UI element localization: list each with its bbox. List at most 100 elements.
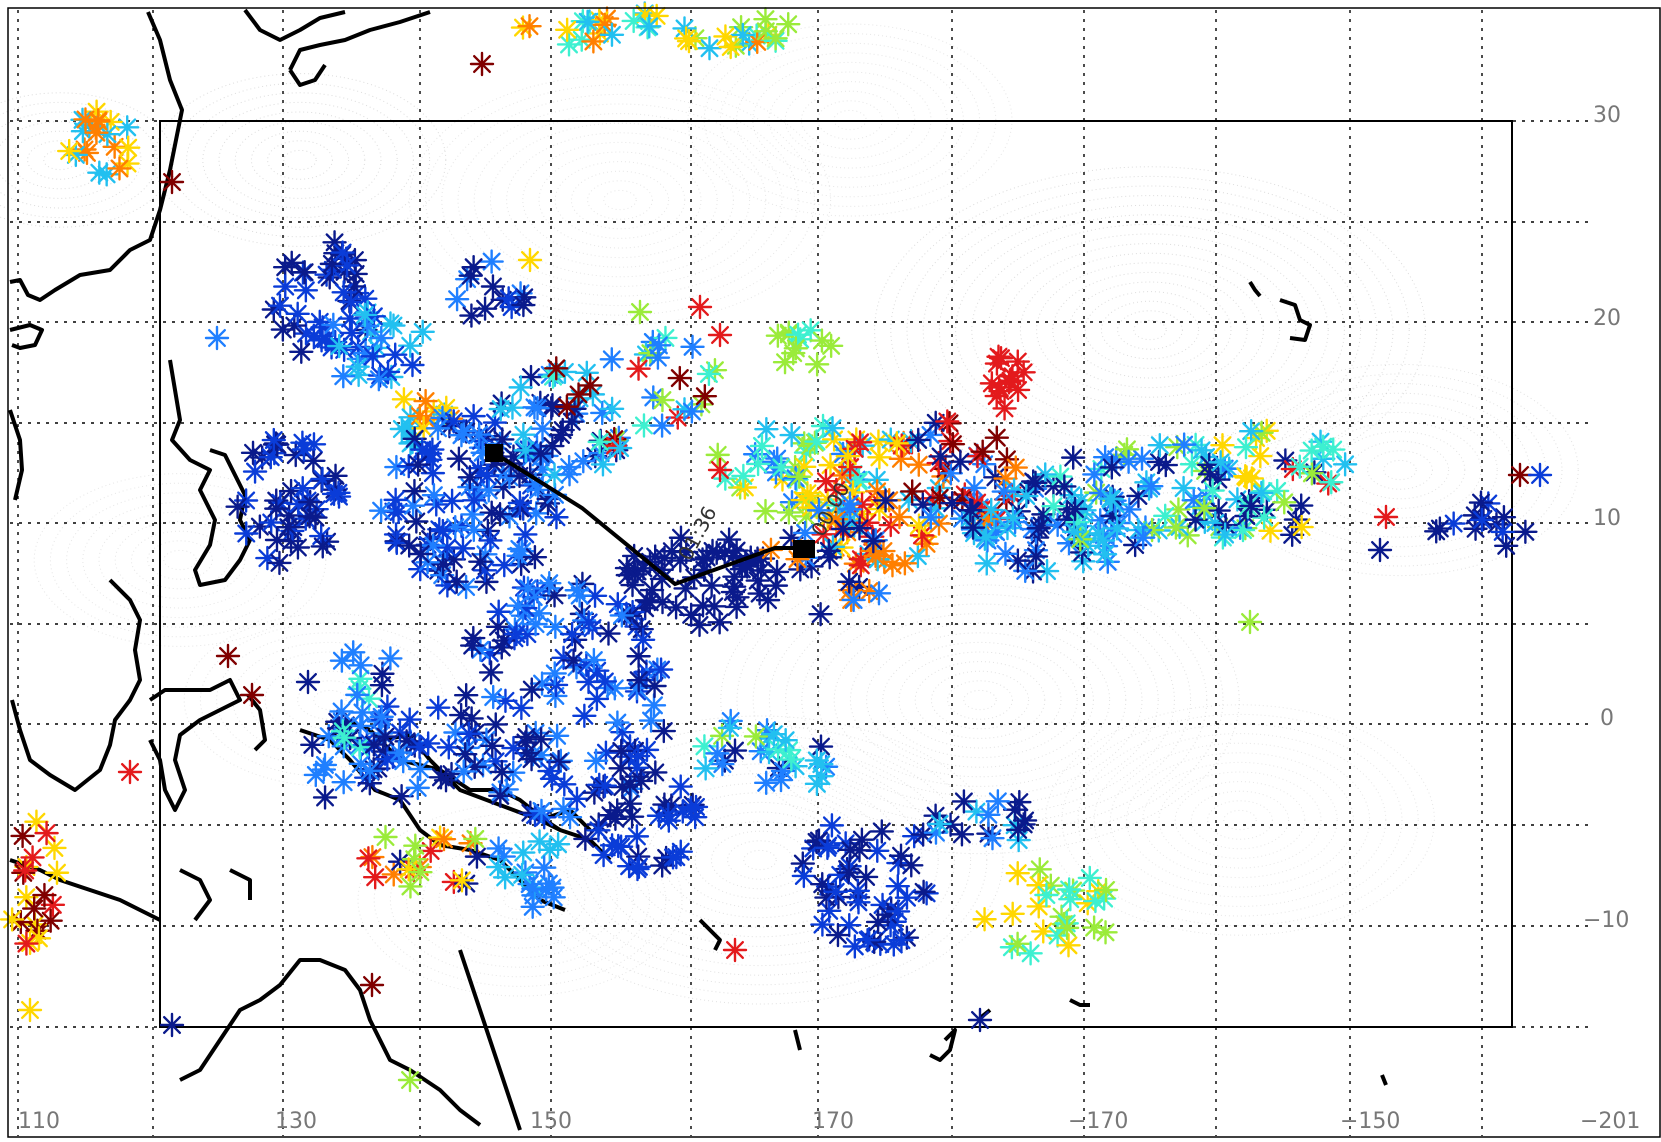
observation-asterisk — [662, 846, 684, 868]
observation-asterisk — [14, 859, 36, 881]
observation-asterisk — [327, 482, 349, 504]
observation-asterisk — [244, 461, 266, 483]
observation-asterisk — [341, 322, 363, 344]
observation-asterisk — [430, 766, 452, 788]
observation-asterisk — [433, 828, 455, 850]
observation-asterisk — [227, 496, 249, 518]
observation-asterisk — [1375, 506, 1397, 528]
observation-asterisk — [785, 467, 807, 489]
observation-asterisk — [36, 822, 58, 844]
observation-asterisk — [1173, 477, 1195, 499]
observation-asterisk — [454, 743, 476, 765]
observation-asterisk — [1007, 862, 1029, 884]
observation-asterisk — [206, 327, 228, 349]
observation-asterisk — [857, 929, 879, 951]
observation-asterisk — [959, 499, 981, 521]
observation-asterisk — [399, 875, 421, 897]
observation-asterisk — [806, 431, 828, 453]
observation-asterisk — [235, 523, 257, 545]
observation-asterisk — [698, 363, 720, 385]
observation-asterisk — [379, 647, 401, 669]
observation-asterisk — [940, 462, 962, 484]
observation-asterisk — [994, 397, 1016, 419]
observation-asterisk — [512, 424, 534, 446]
observation-asterisk — [332, 242, 354, 264]
observation-asterisk — [1094, 543, 1116, 565]
observation-asterisk — [1014, 809, 1036, 831]
observation-asterisk — [1149, 434, 1171, 456]
observation-asterisk — [1015, 485, 1037, 507]
observation-asterisk — [969, 1009, 991, 1031]
observation-asterisk — [1106, 517, 1128, 539]
observation-asterisk — [675, 27, 697, 49]
observation-asterisk — [561, 623, 583, 645]
observation-asterisk — [161, 171, 183, 193]
observation-asterisk — [370, 327, 392, 349]
observation-asterisk — [291, 432, 313, 454]
observation-asterisk — [734, 476, 756, 498]
observation-asterisk — [361, 846, 383, 868]
observation-asterisk — [476, 465, 498, 487]
observation-asterisk — [347, 356, 369, 378]
observation-asterisk — [12, 825, 34, 847]
observation-asterisk — [1, 908, 23, 930]
observation-asterisk — [827, 924, 849, 946]
observation-asterisk — [765, 27, 787, 49]
observation-asterisk — [370, 500, 392, 522]
observation-asterisk — [628, 358, 650, 380]
observation-asterisk — [594, 775, 616, 797]
observation-asterisk — [161, 1014, 183, 1036]
lat-label-m10: −10 — [1583, 908, 1629, 933]
observation-asterisk — [972, 441, 994, 463]
observation-asterisk — [1002, 903, 1024, 925]
observation-asterisk — [522, 878, 544, 900]
observation-asterisk — [217, 645, 239, 667]
observation-asterisk — [628, 645, 650, 667]
observation-asterisk — [481, 502, 503, 524]
observation-asterisk — [775, 729, 797, 751]
observation-asterisk — [799, 435, 821, 457]
lon-label-110: 110 — [18, 1109, 60, 1134]
observation-asterisk — [294, 261, 316, 283]
observation-asterisk — [707, 444, 729, 466]
observation-asterisk — [724, 939, 746, 961]
observation-asterisk — [810, 603, 832, 625]
lat-label-0: 0 — [1600, 706, 1614, 731]
observation-asterisk — [1214, 524, 1236, 546]
observation-asterisk — [519, 15, 541, 37]
observation-asterisk — [1239, 611, 1261, 633]
observation-asterisk — [1063, 521, 1085, 543]
observation-asterisk — [446, 288, 468, 310]
observation-asterisk — [871, 820, 893, 842]
observation-asterisk — [1289, 456, 1311, 478]
observation-asterisk — [508, 545, 530, 567]
observation-asterisk — [290, 341, 312, 363]
observation-asterisk — [515, 439, 537, 461]
observation-asterisk — [1007, 933, 1029, 955]
observation-asterisk — [512, 842, 534, 864]
observation-asterisk — [573, 705, 595, 727]
observation-asterisk — [755, 772, 777, 794]
observation-asterisk — [585, 750, 607, 772]
observation-asterisk — [432, 520, 454, 542]
observation-asterisk — [755, 500, 777, 522]
observation-asterisk — [670, 776, 692, 798]
observation-asterisk — [401, 354, 423, 376]
observation-asterisk — [530, 443, 552, 465]
observation-asterisk — [451, 869, 473, 891]
observation-asterisk — [312, 535, 334, 557]
observation-asterisk — [601, 398, 623, 420]
observation-asterisk — [404, 835, 426, 857]
observation-asterisk — [463, 256, 485, 278]
observation-asterisk — [953, 790, 975, 812]
observation-asterisk — [855, 866, 877, 888]
observation-asterisk — [1056, 917, 1078, 939]
observation-asterisk — [117, 137, 139, 159]
observation-asterisk — [816, 837, 838, 859]
observation-asterisk — [417, 732, 439, 754]
observation-asterisk — [302, 450, 324, 472]
observation-asterisk — [85, 122, 107, 144]
observation-asterisk — [501, 397, 523, 419]
observation-asterisk — [332, 365, 354, 387]
